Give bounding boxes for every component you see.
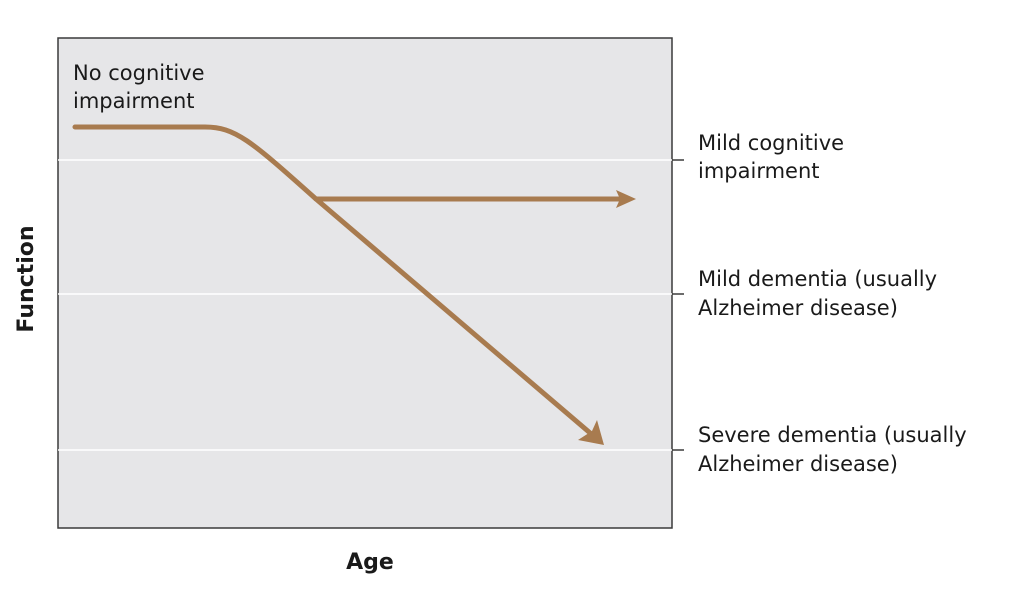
y-axis-title: Function	[14, 225, 39, 332]
plot-area	[57, 37, 673, 529]
level-label-mild-cognitive-impairment: Mild cognitive impairment	[698, 131, 851, 183]
level-label-severe-dementia: Severe dementia (usually Alzheimer disea…	[698, 423, 973, 476]
decline-trajectory-line	[72, 124, 599, 441]
start-annotation-label: No cognitive impairment	[73, 61, 211, 113]
decline-arrowhead	[578, 420, 604, 445]
x-axis-title: Age	[346, 550, 394, 575]
level-label-mild-dementia: Mild dementia (usually Alzheimer disease…	[698, 267, 944, 320]
stable-mci-arrowhead	[616, 190, 636, 208]
